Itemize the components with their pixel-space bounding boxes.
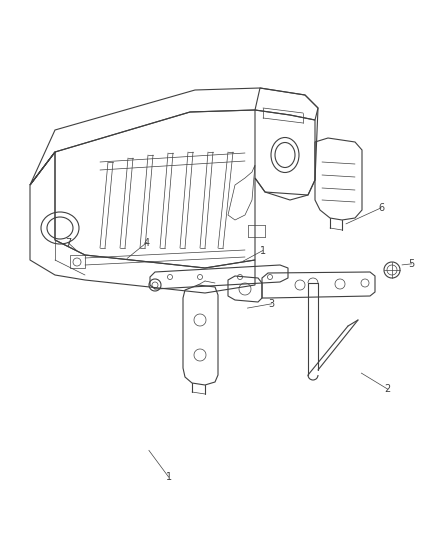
Text: 2: 2 — [385, 384, 391, 394]
Text: 5: 5 — [409, 259, 415, 269]
Text: 6: 6 — [378, 203, 384, 213]
Text: 3: 3 — [268, 299, 275, 309]
Text: 1: 1 — [260, 246, 266, 255]
Text: 7: 7 — [65, 238, 71, 247]
Text: 4: 4 — [144, 238, 150, 247]
Text: 1: 1 — [166, 472, 172, 482]
